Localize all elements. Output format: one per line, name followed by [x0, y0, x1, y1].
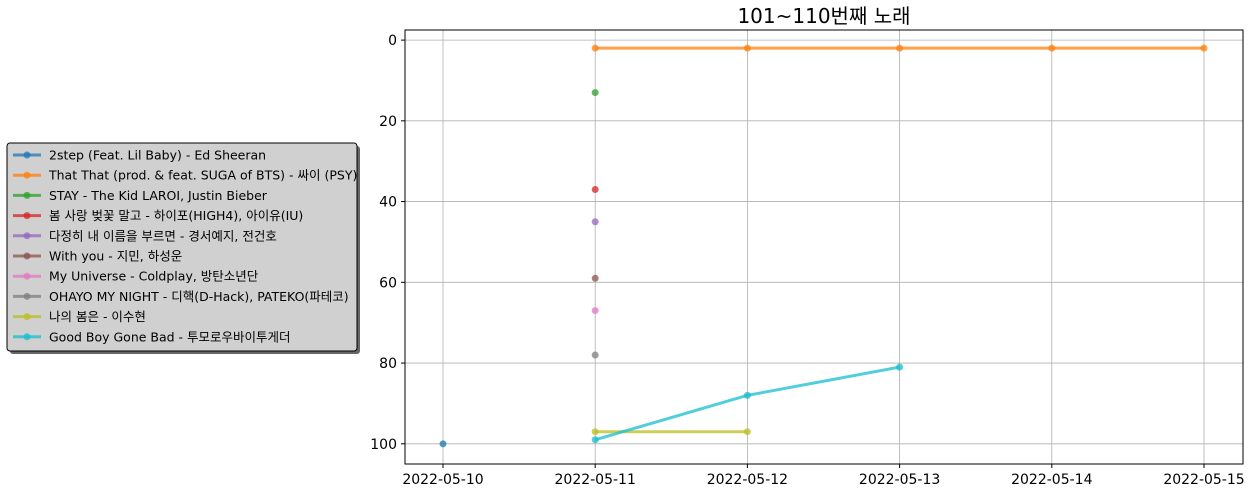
series-1 [439, 440, 447, 448]
legend-marker [23, 171, 31, 179]
legend-marker [23, 292, 31, 300]
data-point [591, 44, 599, 52]
x-tick-label: 2022-05-10 [402, 472, 483, 488]
series-2 [591, 44, 1208, 52]
legend-label: 다정히 내 이름을 부르면 - 경서예지, 전건호 [49, 228, 277, 243]
data-point [896, 363, 904, 371]
legend-marker [23, 191, 31, 199]
data-point [591, 185, 599, 193]
legend-label: STAY - The Kid LAROI, Justin Bieber [49, 188, 268, 203]
legend-label: 나의 봄은 - 이수현 [49, 309, 146, 324]
data-point [591, 274, 599, 282]
series-3 [591, 89, 599, 97]
legend-item: My Universe - Coldplay, 방탄소년단 [13, 269, 259, 284]
y-tick-label: 100 [370, 437, 397, 453]
data-point [743, 44, 751, 52]
series-7 [591, 307, 599, 315]
legend-label: Good Boy Gone Bad - 투모로우바이투게더 [49, 329, 291, 344]
y-tick-label: 0 [388, 33, 397, 49]
x-axis-ticks: 2022-05-10 2022-05-11 2022-05-12 2022-05-13… [402, 464, 1245, 488]
x-tick-label: 2022-05-11 [555, 472, 636, 488]
legend-label: With you - 지민, 하성운 [49, 249, 182, 264]
data-point [1200, 44, 1208, 52]
data-point [896, 44, 904, 52]
legend-marker [23, 151, 31, 159]
legend-item: With you - 지민, 하성운 [13, 249, 182, 264]
data-point [439, 440, 447, 448]
plot-area [404, 29, 1244, 465]
legend-item: STAY - The Kid LAROI, Justin Bieber [13, 188, 268, 203]
series-4 [591, 185, 599, 193]
legend-item: Good Boy Gone Bad - 투모로우바이투게더 [13, 329, 291, 344]
data-point [591, 307, 599, 315]
data-point [591, 428, 599, 436]
data-point [743, 391, 751, 399]
legend-label: OHAYO MY NIGHT - 디핵(D-Hack), PATEKO(파테코) [49, 289, 349, 304]
series-10 [591, 363, 904, 444]
legend-marker [23, 333, 31, 341]
series-6 [591, 274, 599, 282]
data-point [591, 89, 599, 97]
legend-marker [23, 313, 31, 321]
legend-box [6, 142, 358, 352]
data-point [591, 436, 599, 444]
y-tick-label: 20 [379, 114, 397, 130]
legend-item: 나의 봄은 - 이수현 [13, 309, 146, 324]
x-tick-label: 2022-05-12 [707, 472, 788, 488]
series-layer [439, 44, 1208, 448]
data-point [591, 218, 599, 226]
legend-marker [23, 272, 31, 280]
legend-label: 2step (Feat. Lil Baby) - Ed Sheeran [49, 148, 266, 163]
chart-title: 101~110번째 노래 [737, 4, 910, 28]
legend-item: 봄 사랑 벚꽃 말고 - 하이포(HIGH4), 아이유(IU) [13, 208, 303, 223]
legend-item: That That (prod. & feat. SUGA of BTS) - … [13, 168, 357, 183]
legend: 2step (Feat. Lil Baby) - Ed Sheeran That … [6, 142, 360, 354]
data-point [1048, 44, 1056, 52]
data-point [591, 351, 599, 359]
legend-marker [23, 252, 31, 260]
series-5 [591, 218, 599, 226]
grid-lines [405, 30, 1243, 464]
y-tick-label: 40 [379, 195, 397, 211]
data-point [743, 428, 751, 436]
x-tick-label: 2022-05-15 [1163, 472, 1244, 488]
y-axis-ticks: 0 20 40 60 80 100 [370, 33, 405, 453]
legend-item: OHAYO MY NIGHT - 디핵(D-Hack), PATEKO(파테코) [13, 289, 349, 304]
legend-marker [23, 232, 31, 240]
legend-item: 2step (Feat. Lil Baby) - Ed Sheeran [13, 148, 266, 163]
legend-marker [23, 212, 31, 220]
y-tick-label: 80 [379, 356, 397, 372]
legend-label: That That (prod. & feat. SUGA of BTS) - … [48, 168, 357, 183]
series-8 [591, 351, 599, 359]
y-tick-label: 60 [379, 275, 397, 291]
legend-label: My Universe - Coldplay, 방탄소년단 [49, 269, 259, 284]
legend-label: 봄 사랑 벚꽃 말고 - 하이포(HIGH4), 아이유(IU) [49, 208, 303, 223]
legend-item: 다정히 내 이름을 부르면 - 경서예지, 전건호 [13, 228, 277, 243]
x-tick-label: 2022-05-13 [859, 472, 940, 488]
x-tick-label: 2022-05-14 [1011, 472, 1092, 488]
